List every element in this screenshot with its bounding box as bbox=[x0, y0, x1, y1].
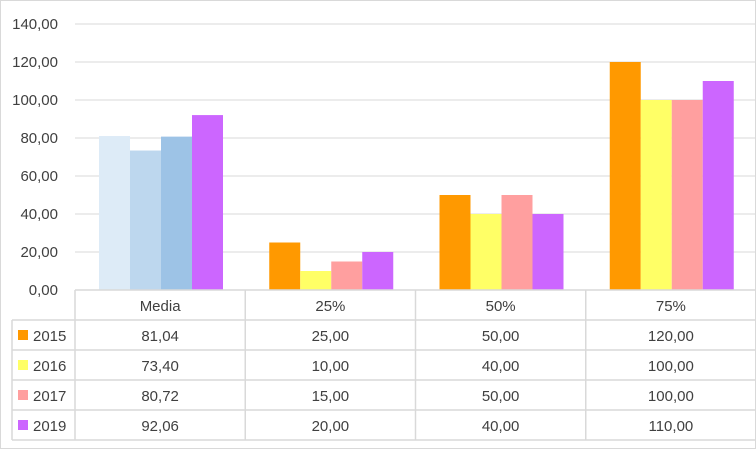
category-label: 75% bbox=[656, 298, 686, 315]
legend-key-2017 bbox=[18, 390, 28, 400]
y-tick-label: 40,00 bbox=[20, 206, 58, 223]
table-cell: 120,00 bbox=[648, 328, 694, 345]
legend-label-2016: 2016 bbox=[33, 358, 66, 375]
y-tick-label: 120,00 bbox=[12, 54, 58, 71]
y-tick-label: 80,00 bbox=[20, 130, 58, 147]
legend-label-2015: 2015 bbox=[33, 328, 66, 345]
table-cell: 100,00 bbox=[648, 358, 694, 375]
table-cell: 80,72 bbox=[141, 388, 179, 405]
bar-2016-2 bbox=[470, 214, 502, 290]
bar-2017-0 bbox=[161, 136, 192, 290]
legend-key-2016 bbox=[18, 360, 28, 370]
bar-2019-1 bbox=[362, 252, 394, 290]
table-cell: 110,00 bbox=[648, 418, 693, 435]
table-cell: 25,00 bbox=[312, 328, 350, 345]
y-axis-ticks: 0,00 20,00 40,00 60,00 80,00 100,00 120,00 140,… bbox=[12, 16, 58, 299]
bar-2015-1 bbox=[269, 242, 301, 290]
bar-2017-2 bbox=[501, 195, 533, 290]
legend-label-2019: 2019 bbox=[33, 418, 66, 435]
legend-label-2017: 2017 bbox=[33, 388, 66, 405]
category-label: Media bbox=[140, 298, 182, 315]
table-cell: 100,00 bbox=[648, 388, 694, 405]
table-cell: 40,00 bbox=[482, 418, 520, 435]
y-tick-label: 0,00 bbox=[29, 282, 58, 299]
legend-key-2015 bbox=[18, 330, 28, 340]
bar-2017-3 bbox=[671, 100, 703, 290]
bar-2016-3 bbox=[640, 100, 672, 290]
table-cell: 15,00 bbox=[312, 388, 350, 405]
category-label: 50% bbox=[486, 298, 516, 315]
y-tick-label: 60,00 bbox=[20, 168, 58, 185]
table-cell: 50,00 bbox=[482, 328, 520, 345]
y-tick-label: 20,00 bbox=[20, 244, 58, 261]
bar-2015-3 bbox=[609, 62, 641, 290]
y-tick-label: 140,00 bbox=[12, 16, 58, 33]
legend-key-2019 bbox=[18, 420, 28, 430]
data-table: Media 25% 50% 75% 2015 81,04 25,00 50,00 120,00 2… bbox=[11, 289, 756, 441]
bar-2016-0 bbox=[130, 150, 161, 290]
table-cell: 92,06 bbox=[141, 418, 179, 435]
table-cell: 40,00 bbox=[482, 358, 520, 375]
table-cell: 10,00 bbox=[312, 358, 350, 375]
bars bbox=[99, 62, 734, 290]
table-cell: 50,00 bbox=[482, 388, 520, 405]
table-cell: 20,00 bbox=[312, 418, 350, 435]
y-tick-label: 100,00 bbox=[12, 92, 58, 109]
bar-2017-1 bbox=[331, 261, 363, 290]
table-cell: 73,40 bbox=[141, 358, 179, 375]
bar-2015-2 bbox=[439, 195, 471, 290]
category-label: 25% bbox=[315, 298, 345, 315]
table-cell: 81,04 bbox=[141, 328, 179, 345]
bar-2019-3 bbox=[702, 81, 734, 290]
bar-2015-0 bbox=[99, 136, 130, 290]
bar-2019-2 bbox=[532, 214, 564, 290]
bar-2016-1 bbox=[300, 271, 332, 290]
bar-2019-0 bbox=[192, 115, 223, 290]
